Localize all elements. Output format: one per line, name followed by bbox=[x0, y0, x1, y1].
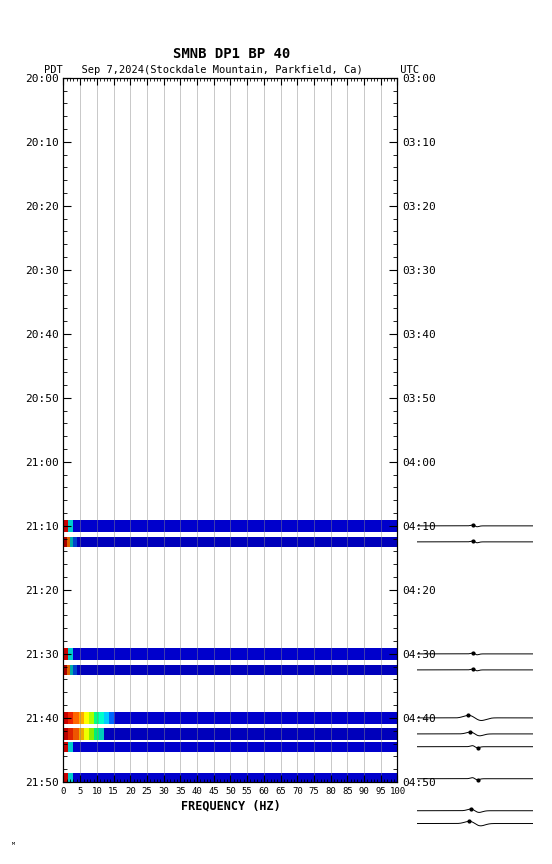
Text: ᴹ: ᴹ bbox=[11, 842, 16, 850]
Text: SMNB DP1 BP 40: SMNB DP1 BP 40 bbox=[173, 47, 290, 60]
Text: PDT   Sep 7,2024(Stockdale Mountain, Parkfield, Ca)      UTC: PDT Sep 7,2024(Stockdale Mountain, Parkf… bbox=[44, 65, 420, 74]
X-axis label: FREQUENCY (HZ): FREQUENCY (HZ) bbox=[181, 800, 280, 813]
